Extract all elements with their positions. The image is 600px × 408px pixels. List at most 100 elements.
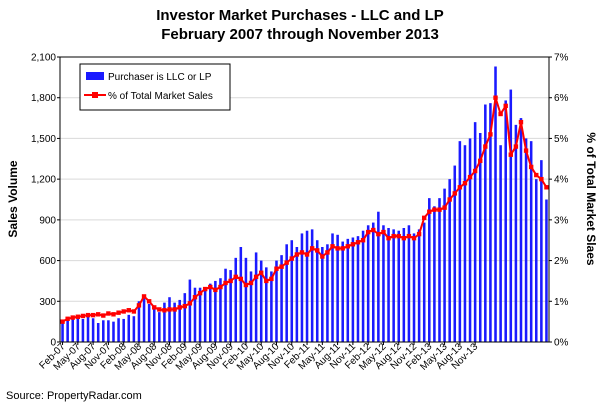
percent-point <box>518 119 524 125</box>
percent-point <box>274 266 279 271</box>
bar <box>540 160 543 342</box>
legend: Purchaser is LLC or LP % of Total Market… <box>79 63 231 111</box>
percent-point <box>335 246 340 251</box>
percent-point <box>345 244 350 249</box>
bar <box>315 240 319 342</box>
y2-axis-title: % of Total Market Slaes <box>584 132 598 265</box>
percent-point <box>539 176 544 182</box>
percent-point <box>218 284 223 290</box>
bar <box>382 225 385 342</box>
percent-point <box>162 308 167 313</box>
percent-point <box>299 250 305 255</box>
bar <box>224 268 227 342</box>
percent-point <box>315 248 320 253</box>
percent-point <box>85 312 91 318</box>
bar <box>356 236 360 342</box>
bar <box>188 279 192 342</box>
bar <box>254 252 258 342</box>
percent-point <box>503 103 508 109</box>
bar <box>158 312 161 342</box>
percent-point <box>279 264 284 269</box>
percent-point <box>238 276 244 282</box>
bar <box>96 323 100 342</box>
bar <box>346 238 350 342</box>
percent-point <box>289 256 294 261</box>
percent-point <box>376 231 381 237</box>
percent-point <box>544 185 549 190</box>
bar <box>300 233 304 342</box>
percent-point <box>223 280 228 286</box>
percent-point <box>457 185 463 190</box>
chart-subtitle: February 2007 through November 2013 <box>161 26 439 43</box>
percent-point <box>111 312 116 317</box>
bar <box>478 133 482 342</box>
bar <box>310 229 314 342</box>
bar <box>132 316 136 342</box>
y2-tick-label: 1% <box>554 297 569 308</box>
y2-tick-label: 4% <box>554 175 569 186</box>
percent-point <box>60 319 65 324</box>
bar <box>219 278 222 342</box>
percent-point <box>467 174 473 180</box>
bar <box>494 66 497 342</box>
bar <box>183 293 187 342</box>
percent-point <box>213 287 218 293</box>
percent-point <box>141 294 147 299</box>
percent-point <box>355 240 361 245</box>
y-axis-title: Sales Volume <box>6 160 20 237</box>
y2-tick-label: 7% <box>554 53 569 64</box>
y-tick-label: 0 <box>50 338 56 349</box>
percent-point <box>187 301 193 306</box>
percent-point <box>350 242 356 247</box>
bar <box>168 297 171 342</box>
percent-point <box>177 305 182 310</box>
bar <box>422 222 426 342</box>
bar <box>305 230 309 342</box>
percent-point <box>126 308 131 313</box>
bar <box>341 241 344 342</box>
bar <box>433 206 436 342</box>
percent-point <box>360 238 366 243</box>
bar <box>331 233 334 342</box>
percent-point <box>101 313 106 318</box>
bar <box>438 198 441 342</box>
percent-point <box>381 229 386 235</box>
bar <box>198 287 202 342</box>
bar <box>178 299 181 342</box>
bar <box>397 230 401 342</box>
bar <box>443 188 446 342</box>
bar <box>107 320 110 342</box>
bar <box>392 229 395 342</box>
bar <box>208 283 212 342</box>
percent-point <box>248 280 254 286</box>
percent-point <box>498 111 503 117</box>
percent-point <box>396 233 401 239</box>
legend-bar-swatch <box>86 72 104 80</box>
percent-point <box>442 205 447 210</box>
percent-point <box>406 233 412 239</box>
bar <box>545 199 548 342</box>
percent-point <box>208 284 213 290</box>
y-tick-label: 1,500 <box>31 134 56 145</box>
y2-tick-label: 2% <box>554 256 569 267</box>
percent-point <box>284 260 289 265</box>
percent-point <box>259 270 264 275</box>
percent-point <box>447 197 452 202</box>
legend-line-marker <box>92 92 98 98</box>
percent-point <box>309 246 315 251</box>
bar <box>336 234 339 342</box>
bar <box>127 314 131 342</box>
bar-layer <box>61 66 548 343</box>
percent-point <box>136 303 142 308</box>
percent-point <box>243 282 249 288</box>
bar <box>524 138 528 342</box>
percent-point <box>233 274 238 280</box>
bar <box>91 318 95 342</box>
bar <box>499 145 502 342</box>
bar <box>71 316 75 342</box>
percent-point <box>437 207 442 212</box>
percent-point <box>80 313 86 319</box>
bar <box>117 318 120 342</box>
percent-point <box>422 215 427 221</box>
bar <box>295 247 299 342</box>
